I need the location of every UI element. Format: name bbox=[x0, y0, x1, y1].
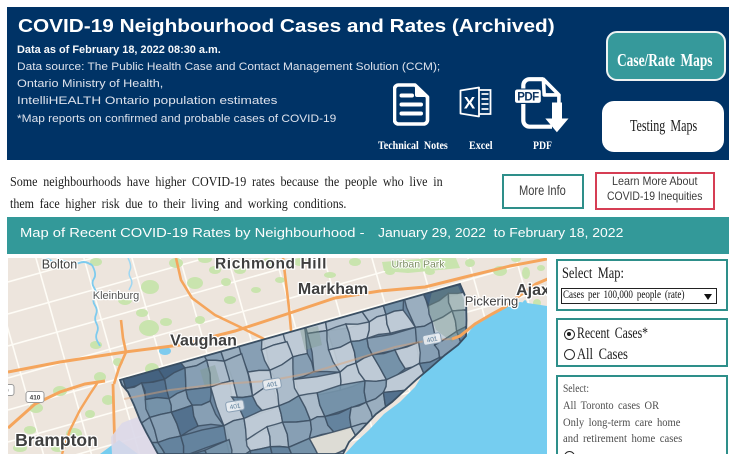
svg-text:410: 410 bbox=[30, 395, 41, 402]
svg-text:Urban Park: Urban Park bbox=[391, 259, 445, 271]
svg-text:401: 401 bbox=[266, 381, 278, 390]
svg-text:Vaughan: Vaughan bbox=[170, 333, 237, 350]
svg-text:401: 401 bbox=[426, 335, 438, 344]
svg-text:Pickering: Pickering bbox=[465, 294, 518, 309]
svg-text:10: 10 bbox=[8, 388, 9, 395]
svg-text:PDF: PDF bbox=[518, 92, 540, 104]
svg-text:Kleinburg: Kleinburg bbox=[93, 290, 139, 302]
svg-text:X: X bbox=[464, 94, 476, 113]
svg-text:Brampton: Brampton bbox=[15, 430, 98, 450]
svg-text:Bolton: Bolton bbox=[42, 258, 77, 272]
svg-text:Ajax: Ajax bbox=[516, 282, 547, 299]
svg-text:Markham: Markham bbox=[298, 281, 368, 298]
svg-text:Richmond Hill: Richmond Hill bbox=[215, 258, 327, 273]
svg-text:401: 401 bbox=[229, 403, 241, 412]
